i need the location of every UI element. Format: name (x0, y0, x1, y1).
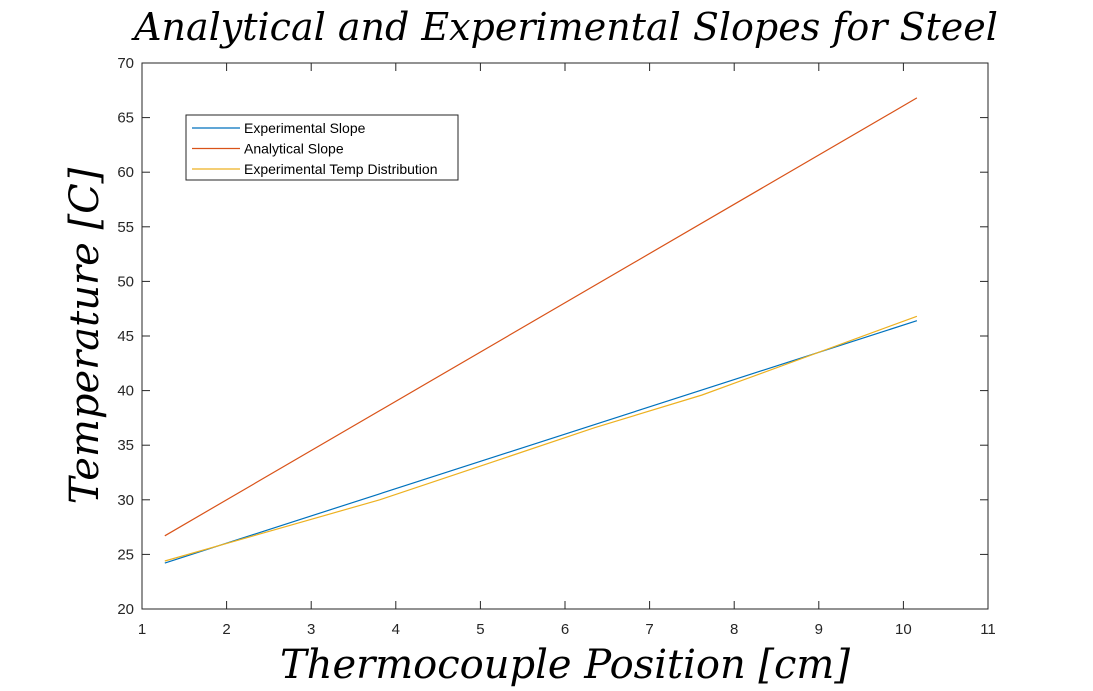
x-tick-label: 10 (895, 621, 912, 638)
x-tick-label: 8 (730, 621, 738, 638)
y-tick-label: 40 (117, 383, 134, 400)
x-axis-label: Thermocouple Position [cm] (280, 642, 850, 688)
series-layer (164, 97, 918, 564)
x-axis-ticks: 1 2 3 4 5 6 7 8 9 10 11 (138, 63, 996, 638)
legend-items: Experimental Slope Analytical Slope Experi… (192, 120, 438, 177)
series-line-experimental-temp-distribution (164, 315, 918, 562)
x-tick-label: 7 (645, 621, 653, 638)
y-tick-label: 35 (117, 437, 134, 454)
chart-title: Analytical and Experimental Slopes for S… (131, 5, 998, 49)
y-tick-label: 45 (117, 328, 134, 345)
y-tick-label: 30 (117, 492, 134, 509)
y-tick-label: 25 (117, 546, 134, 563)
x-tick-label: 1 (138, 621, 146, 638)
x-tick-label: 9 (815, 621, 823, 638)
x-tick-label: 4 (392, 621, 400, 638)
x-tick-label: 5 (476, 621, 484, 638)
series-line-analytical-slope (164, 97, 918, 537)
x-tick-label: 2 (222, 621, 230, 638)
y-tick-label: 60 (117, 164, 134, 181)
x-tick-label: 6 (561, 621, 569, 638)
x-tick-label: 11 (980, 621, 996, 638)
legend-label-experimental-temp-distribution: Experimental Temp Distribution (244, 161, 438, 177)
y-tick-label: 20 (117, 601, 134, 618)
legend[interactable]: Experimental Slope Analytical Slope Experi… (185, 114, 459, 181)
y-tick-label: 50 (117, 273, 134, 290)
y-axis-ticks: 20 25 30 35 40 45 50 55 60 65 70 (117, 55, 988, 618)
legend-label-analytical-slope: Analytical Slope (244, 141, 344, 157)
y-tick-label: 55 (117, 219, 134, 236)
y-tick-label: 65 (117, 110, 134, 127)
legend-label-experimental-slope: Experimental Slope (244, 120, 366, 136)
y-axis-label: Temperature [C] (62, 167, 108, 504)
y-tick-label: 70 (117, 55, 134, 72)
series-line-experimental-slope (164, 320, 918, 564)
x-tick-label: 3 (307, 621, 315, 638)
